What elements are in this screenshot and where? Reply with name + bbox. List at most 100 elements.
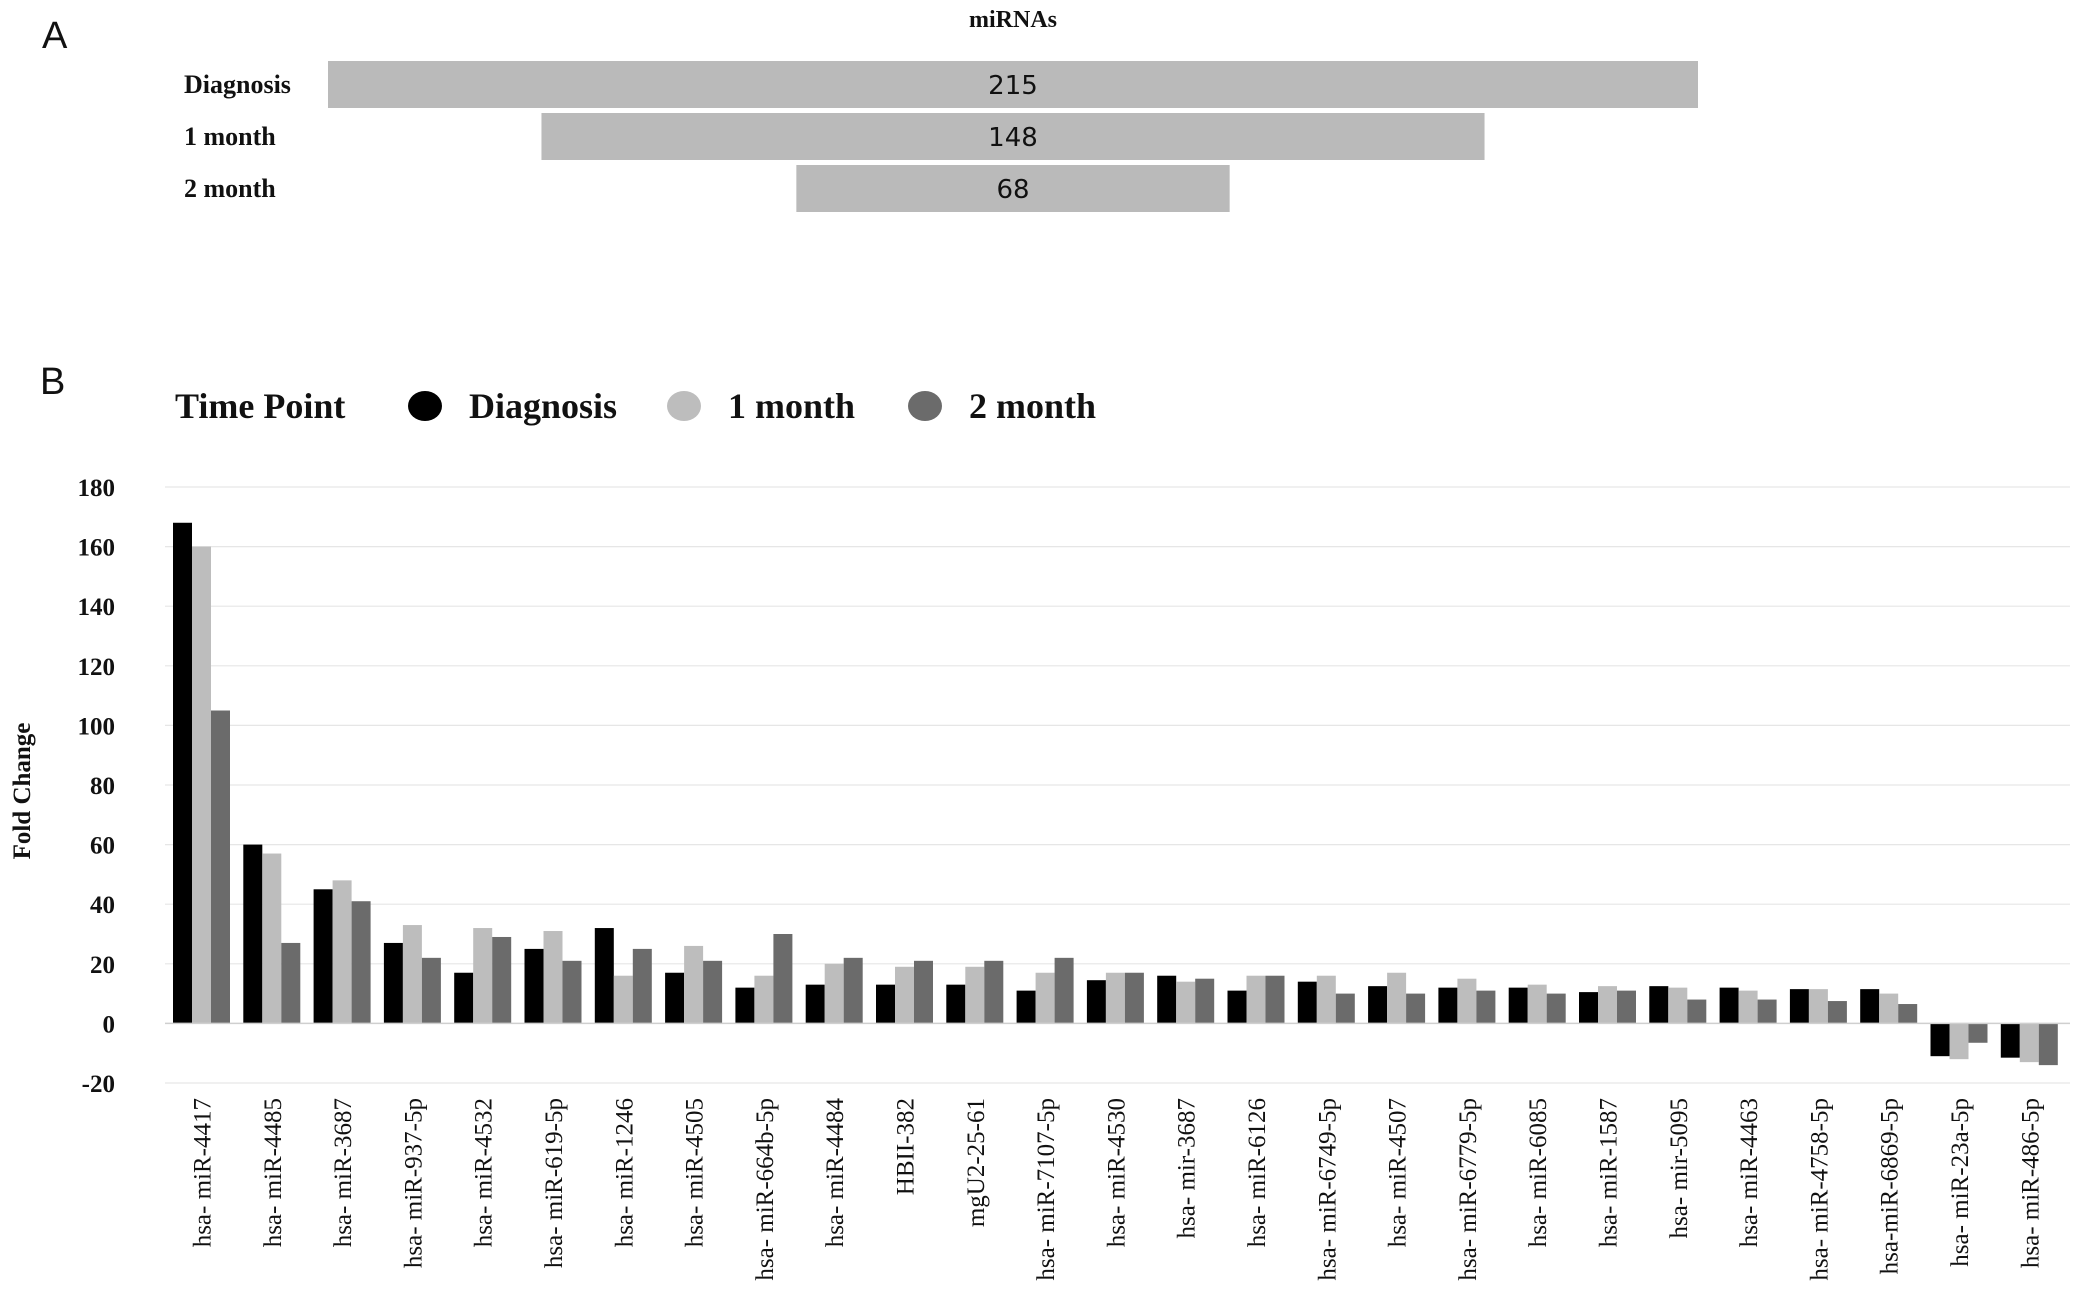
bar-1-month xyxy=(262,853,282,1024)
x-axis-labels: hsa- miR-4417 hsa- miR-4485 hsa- miR-3687 h… xyxy=(190,1098,2045,1281)
bar-1-month xyxy=(473,928,493,1024)
x-tick-label: hsa- miR-486-5p xyxy=(2017,1098,2044,1268)
bar-1-month xyxy=(613,975,633,1024)
panel-a-bar xyxy=(541,113,1485,160)
bar-1-month xyxy=(1738,990,1758,1024)
bar-diagnosis xyxy=(1860,989,1880,1024)
x-tick-label: hsa- miR-6779-5p xyxy=(1455,1098,1482,1281)
bar-1-month xyxy=(1668,987,1688,1024)
bar-diagnosis xyxy=(1438,987,1458,1024)
panel-b-letter: B xyxy=(40,361,65,403)
legend-label: 1 month xyxy=(728,386,855,426)
panel-a-bar xyxy=(328,61,1698,108)
bar-2-month xyxy=(843,957,863,1024)
x-tick-label: hsa- miR-4507 xyxy=(1385,1098,1412,1247)
x-tick-label: HBII-382 xyxy=(893,1098,920,1195)
x-tick-label: hsa- miR-23a-5p xyxy=(1947,1098,1974,1267)
x-tick-label: hsa- miR-3687 xyxy=(330,1098,357,1247)
bar-1-month xyxy=(1035,972,1055,1024)
x-tick-label: hsa- miR-619-5p xyxy=(541,1098,568,1268)
panel-a-value-label: 68 xyxy=(996,175,1029,205)
bar-1-month xyxy=(1387,972,1407,1024)
panel-a-category-label: Diagnosis xyxy=(184,70,291,99)
bar-1-month xyxy=(543,931,563,1024)
x-tick-label: hsa- miR-4758-5p xyxy=(1806,1098,1833,1281)
x-tick-label: hsa- miR-4505 xyxy=(682,1098,709,1247)
bar-1-month xyxy=(965,966,985,1024)
bar-diagnosis xyxy=(594,928,614,1024)
panel-a-letter: A xyxy=(42,15,68,57)
x-tick-label: hsa- miR-4485 xyxy=(260,1098,287,1247)
panel-a-category-label: 2 month xyxy=(184,174,276,203)
legend-label: Diagnosis xyxy=(469,386,617,426)
x-tick-label: hsa- miR-1246 xyxy=(611,1098,638,1247)
bar-diagnosis xyxy=(946,984,966,1024)
bar-1-month xyxy=(1105,972,1125,1024)
bar-diagnosis xyxy=(1930,1023,1950,1057)
bar-1-month xyxy=(1808,989,1828,1024)
panel-a-bar xyxy=(796,165,1230,212)
bar-2-month xyxy=(211,710,230,1024)
panel-a-bars: Diagnosis 215 1 month 148 2 month 68 xyxy=(184,61,1698,212)
x-tick-label: hsa- miR-937-5p xyxy=(400,1098,427,1268)
bars xyxy=(173,522,2058,1066)
bar-1-month xyxy=(2019,1023,2039,1063)
bar-diagnosis xyxy=(1719,987,1739,1024)
bar-diagnosis xyxy=(1086,980,1106,1024)
bar-2-month xyxy=(2038,1023,2058,1066)
x-tick-label: hsa- miR-7107-5p xyxy=(1033,1098,1060,1281)
x-tick-label: hsa- miR-1587 xyxy=(1596,1098,1623,1247)
bar-2-month xyxy=(281,942,301,1024)
legend: Time Point Diagnosis 1 month 2 month xyxy=(175,386,1096,426)
bar-1-month xyxy=(332,880,352,1024)
y-tick-label: 80 xyxy=(90,773,115,800)
legend-label: 2 month xyxy=(969,386,1096,426)
y-tick-label: 180 xyxy=(78,475,116,502)
bar-1-month xyxy=(1879,993,1899,1024)
bar-diagnosis xyxy=(1016,990,1036,1024)
bar-2-month xyxy=(1265,975,1285,1024)
y-axis-ticks: 180 160 140 120 100 80 60 40 20 0 -20 xyxy=(78,475,116,1098)
bar-diagnosis xyxy=(665,972,685,1024)
bar-2-month xyxy=(562,960,582,1024)
bar-diagnosis xyxy=(1368,986,1388,1024)
bar-diagnosis xyxy=(173,522,192,1024)
bar-diagnosis xyxy=(2000,1023,2020,1058)
y-tick-label: 0 xyxy=(103,1011,116,1038)
bar-1-month xyxy=(1176,981,1196,1024)
bar-2-month xyxy=(1054,957,1074,1024)
legend-marker xyxy=(667,391,701,421)
y-axis-label: Fold Change xyxy=(9,723,36,860)
x-tick-label: hsa- miR-6749-5p xyxy=(1314,1098,1341,1281)
y-tick-label: 40 xyxy=(90,892,115,919)
legend-marker xyxy=(408,391,442,421)
y-tick-label: 100 xyxy=(78,713,116,740)
bar-1-month xyxy=(684,945,704,1024)
bar-2-month xyxy=(703,960,723,1024)
bar-1-month xyxy=(1316,975,1336,1024)
bar-1-month xyxy=(1246,975,1266,1024)
bar-diagnosis xyxy=(1649,986,1669,1024)
legend-marker xyxy=(908,391,942,421)
bar-2-month xyxy=(1124,972,1144,1024)
panel-a-title: miRNAs xyxy=(969,7,1057,33)
x-tick-label: hsa- mir-3687 xyxy=(1174,1098,1201,1238)
x-tick-label: hsa-miR-6869-5p xyxy=(1877,1098,1904,1274)
bar-diagnosis xyxy=(383,942,403,1024)
gridlines xyxy=(165,486,2070,1084)
bar-diagnosis xyxy=(1157,975,1177,1024)
x-tick-label: hsa- miR-4532 xyxy=(471,1098,498,1247)
bar-2-month xyxy=(1195,978,1215,1024)
bar-diagnosis xyxy=(876,984,895,1024)
y-tick-label: 160 xyxy=(78,535,116,562)
y-tick-label: 60 xyxy=(90,833,115,860)
panel-a-value-label: 215 xyxy=(988,71,1038,101)
bar-1-month xyxy=(895,966,914,1024)
panel-a-category-label: 1 month xyxy=(184,122,276,151)
bar-diagnosis xyxy=(454,972,474,1024)
x-tick-label: hsa- miR-6126 xyxy=(1244,1098,1271,1247)
bar-2-month xyxy=(1968,1023,1988,1043)
legend-items: Diagnosis 1 month 2 month xyxy=(408,386,1096,426)
